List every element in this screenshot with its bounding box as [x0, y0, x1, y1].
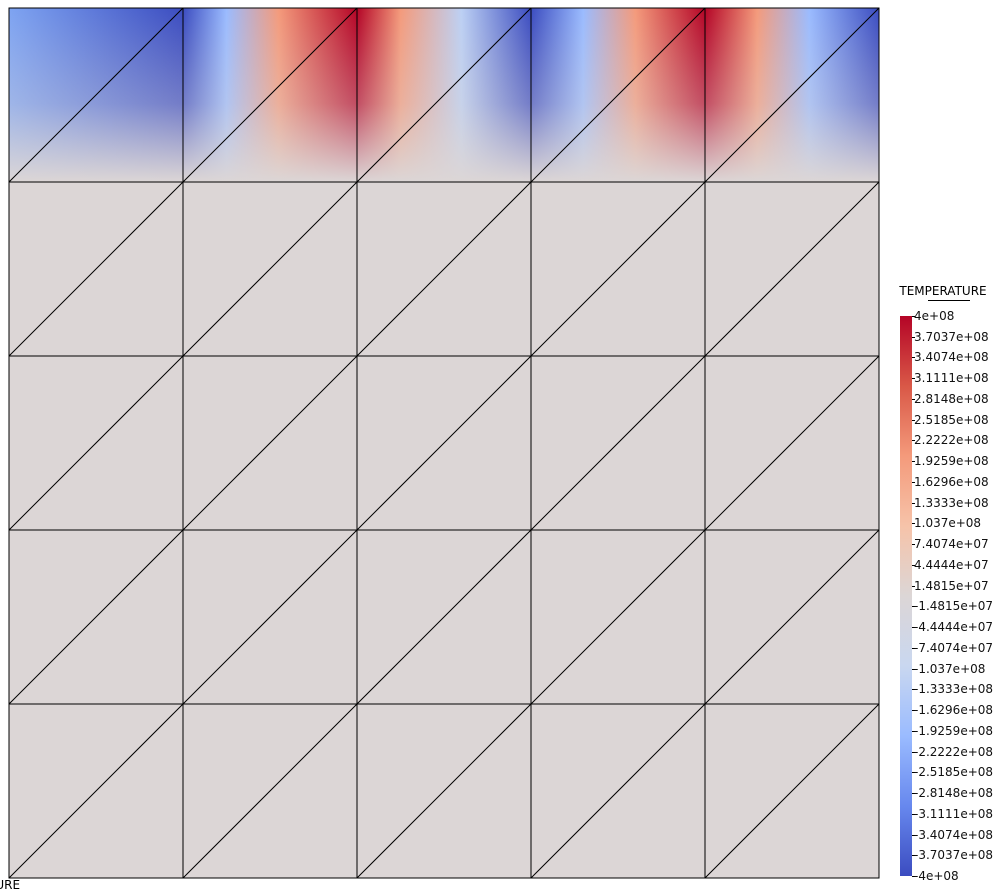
colorbar-tick-mark [912, 461, 915, 462]
colorbar-tick-label: -3.7037e+08 [914, 848, 994, 862]
colorbar-tick-mark [912, 586, 915, 587]
mesh-diagonal-line [704, 529, 880, 705]
colorbar-tick-label: -1.9259e+08 [914, 724, 994, 738]
colorbar-tick-label: 3.1111e+08 [914, 371, 989, 385]
colorbar-tick-label: 2.5185e+08 [914, 413, 989, 427]
mesh-diagonal-line [8, 181, 184, 357]
colorbar-tick-label: 2.8148e+08 [914, 392, 989, 406]
mesh-diagonal-line [530, 355, 706, 531]
mesh-diagonal-line [356, 703, 532, 879]
mesh-diagonal-line [704, 703, 880, 879]
colorbar-tick-label: -1.3333e+08 [914, 682, 994, 696]
mesh-diagonal-line [530, 181, 706, 357]
colorbar-tick-mark [912, 855, 915, 856]
colorbar-tick-mark [912, 710, 915, 711]
colorbar-tick-mark [912, 752, 915, 753]
colorbar-title: TEMPERATURE [899, 284, 987, 298]
colorbar-tick-label: 1.037e+08 [914, 516, 982, 530]
mesh-diagonal-line [356, 7, 532, 183]
colorbar-tick-label: 1.9259e+08 [914, 454, 989, 468]
colorbar-tick-label: -1.4815e+07 [914, 599, 994, 613]
colorbar-tick-label: -3.4074e+08 [914, 828, 994, 842]
mesh-diagonal-line [356, 529, 532, 705]
colorbar-tick-label: 1.4815e+07 [914, 579, 989, 593]
colorbar-tick-mark [912, 814, 915, 815]
colorbar-tick-label: 4.4444e+07 [914, 558, 989, 572]
mesh-diagonal-line [182, 529, 358, 705]
colorbar-tick-label: 1.3333e+08 [914, 496, 989, 510]
colorbar-tick-label: 3.4074e+08 [914, 350, 989, 364]
mesh-diagonal-line [530, 7, 706, 183]
colorbar-tick-mark [912, 420, 915, 421]
colorbar-tick-mark [912, 835, 915, 836]
mesh-diagonal-line [704, 181, 880, 357]
colorbar-tick-label: -2.8148e+08 [914, 786, 994, 800]
colorbar-tick-label: -2.5185e+08 [914, 765, 994, 779]
temperature-mesh-plot [8, 7, 880, 879]
colorbar-tick-mark [912, 772, 915, 773]
mesh-diagonal-line [8, 529, 184, 705]
colorbar-tick-mark [912, 669, 915, 670]
mesh-border [8, 7, 880, 879]
colorbar-tick-label: -3.1111e+08 [914, 807, 994, 821]
footer-label: TURE [0, 878, 21, 892]
mesh-diagonal-line [182, 7, 358, 183]
colorbar-tick-mark [912, 876, 915, 877]
colorbar-tick-mark [912, 606, 915, 607]
mesh-diagonal-line [8, 355, 184, 531]
colorbar-tick-mark [912, 731, 915, 732]
mesh-diagonal-line [8, 7, 184, 183]
colorbar-tick-label: 2.2222e+08 [914, 433, 989, 447]
colorbar-tick-mark [912, 544, 915, 545]
colorbar-gradient-bar [900, 316, 912, 876]
colorbar-tick-label: 4e+08 [914, 309, 955, 323]
mesh-diagonal-line [356, 355, 532, 531]
colorbar-tick-mark [912, 565, 915, 566]
mesh-diagonal-line [530, 529, 706, 705]
colorbar-tick-mark [912, 399, 915, 400]
mesh-grid-lines [8, 7, 880, 879]
colorbar-tick-mark [912, 793, 915, 794]
mesh-diagonal-line [704, 7, 880, 183]
colorbar-tick-label: -2.2222e+08 [914, 745, 994, 759]
colorbar-tick-label: -7.4074e+07 [914, 641, 994, 655]
colorbar-tick-mark [912, 523, 915, 524]
mesh-diagonal-line [8, 703, 184, 879]
colorbar-tick-label: -4e+08 [914, 869, 959, 883]
mesh-diagonal-line [182, 703, 358, 879]
colorbar-tick-mark [912, 648, 915, 649]
colorbar-tick-mark [912, 440, 915, 441]
colorbar-tick-mark [912, 482, 915, 483]
colorbar-tick-label: -4.4444e+07 [914, 620, 994, 634]
colorbar-tick-label: 3.7037e+08 [914, 330, 989, 344]
colorbar-tick-label: 1.6296e+08 [914, 475, 989, 489]
mesh-diagonal-line [530, 703, 706, 879]
colorbar-tick-mark [912, 378, 915, 379]
colorbar-tick-label: -1.037e+08 [914, 662, 986, 676]
mesh-diagonal-line [182, 181, 358, 357]
colorbar [900, 316, 912, 876]
mesh-diagonal-line [704, 355, 880, 531]
colorbar-tick-label: -1.6296e+08 [914, 703, 994, 717]
colorbar-tick-mark [912, 337, 915, 338]
mesh-diagonal-line [356, 181, 532, 357]
mesh-diagonal-line [182, 355, 358, 531]
colorbar-tick-mark [912, 503, 915, 504]
colorbar-tick-mark [912, 357, 915, 358]
colorbar-tick-mark [912, 627, 915, 628]
colorbar-tick-mark [912, 316, 915, 317]
colorbar-tick-mark [912, 689, 915, 690]
colorbar-tick-label: 7.4074e+07 [914, 537, 989, 551]
colorbar-title-underline [928, 300, 970, 301]
